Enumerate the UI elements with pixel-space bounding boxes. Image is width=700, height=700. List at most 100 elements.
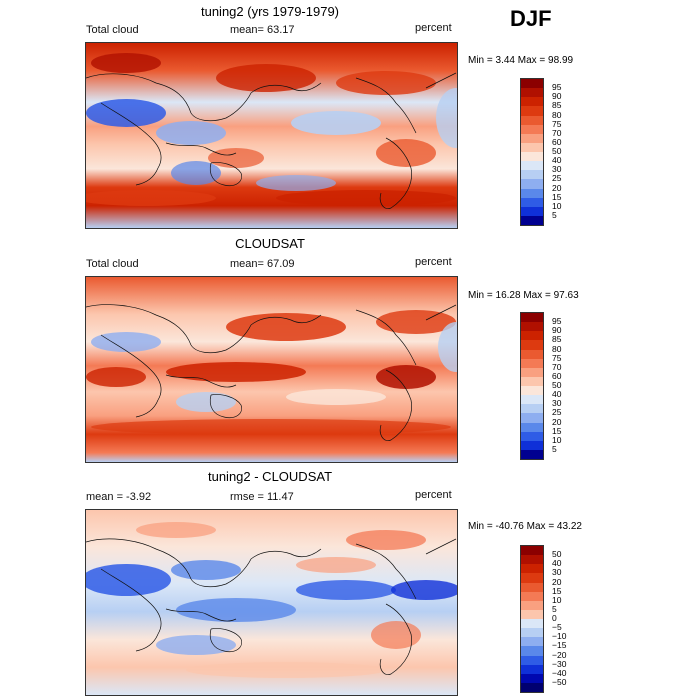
colorbar-tick-label: 25 [552,407,562,418]
panel3-units: percent [415,489,452,501]
panel2-left-label: Total cloud [86,258,139,270]
colorbar-swatch [521,188,543,198]
panel2-map-svg [86,277,457,462]
colorbar-tick-label: 40 [552,558,562,569]
colorbar-swatch [521,206,543,216]
colorbar-tick-label: 50 [552,549,562,560]
colorbar-swatch [521,133,543,143]
panel1-minmax: Min = 3.44 Max = 98.99 [468,55,574,66]
colorbar-swatch [521,340,543,350]
colorbar-swatch [521,161,543,171]
season-label: DJF [510,6,552,31]
colorbar-swatch [521,655,543,665]
colorbar-tick-label: 80 [552,343,562,354]
colorbar-swatch [521,124,543,134]
panel3-mean: mean = -3.92 [86,491,152,503]
colorbar-tick-label: 15 [552,191,562,202]
colorbar-tick-label: 5 [552,443,557,454]
colorbar-tick-label: 50 [552,380,562,390]
colorbar-tick-label: −20 [552,649,567,660]
colorbar-tick-label: 30 [552,398,562,409]
panel2-units: percent [415,256,452,268]
colorbar-swatch [521,591,543,601]
colorbar-tick-label: 95 [552,82,562,93]
colorbar-swatch [521,546,543,556]
colorbar-swatch [521,609,543,619]
colorbar-tick-label: −30 [552,658,567,669]
colorbar-tick-label: 10 [552,200,562,211]
colorbar-tick-label: 85 [552,334,562,345]
colorbar-swatch [521,573,543,583]
panel1-title: tuning2 (yrs 1979-1979) [200,4,340,19]
colorbar-tick-label: −40 [552,667,567,678]
colorbar-tick-label: 0 [552,613,557,623]
colorbar-tick-label: 50 [552,146,562,156]
colorbar-swatch [521,682,543,692]
colorbar-swatch [521,628,543,638]
colorbar-tick-label: −10 [552,631,567,642]
colorbar-tick-label: 90 [552,91,562,102]
colorbar-tick-label: 5 [552,209,557,220]
colorbar-swatch [521,97,543,107]
colorbar-tick-label: 85 [552,100,562,111]
colorbar-tick-label: 5 [552,603,557,614]
colorbar-swatch [521,367,543,377]
colorbar-tick-label: 90 [552,325,562,336]
colorbar-swatch [521,555,543,565]
panel3-title: tuning2 - CLOUDSAT [207,469,333,484]
panel3-minmax: Min = -40.76 Max = 43.22 [468,521,582,532]
colorbar-tick-label: 20 [552,182,562,193]
panel1-mean: mean= 63.17 [230,24,295,36]
colorbar-tick-label: 20 [552,416,562,427]
panel1-map [85,42,458,229]
colorbar-swatch [521,106,543,116]
colorbar-swatch [521,600,543,610]
colorbar-swatch [521,413,543,423]
panel1-map-svg [86,43,457,228]
colorbar-tick-label: 25 [552,173,562,184]
colorbar-tick-label: 40 [552,389,562,400]
panel2-title: CLOUDSAT [235,236,305,251]
colorbar-swatch [521,115,543,125]
colorbar-swatch [521,322,543,332]
colorbar-swatch [521,386,543,396]
colorbar-swatch [521,646,543,656]
colorbar-swatch [521,564,543,574]
colorbar-tick-label: −15 [552,640,567,651]
colorbar-tick-label: 15 [552,585,562,596]
colorbar-swatch [521,637,543,647]
colorbar-swatch [521,215,543,225]
colorbar-swatch [521,376,543,386]
panel2-map [85,276,458,463]
colorbar-tick-label: 75 [552,352,562,363]
colorbar-tick-label: −5 [552,622,562,633]
colorbar-swatch [521,449,543,459]
colorbar-swatch [521,349,543,359]
colorbar-swatch [521,431,543,441]
colorbar-swatch [521,619,543,629]
panel3-map-svg [86,510,457,695]
colorbar-tick-label: 60 [552,370,562,381]
colorbar-tick-label: 40 [552,155,562,166]
colorbar-swatch [521,422,543,432]
colorbar-swatch [521,358,543,368]
colorbar-tick-label: 10 [552,594,562,605]
colorbar-swatch [521,664,543,674]
panel2-colorbar [520,312,544,460]
panel1-left-label: Total cloud [86,24,139,36]
colorbar-swatch [521,313,543,323]
colorbar-swatch [521,673,543,683]
panel1-colorbar [520,78,544,226]
colorbar-swatch [521,582,543,592]
colorbar-tick-label: 70 [552,361,562,372]
colorbar-tick-label: 30 [552,164,562,175]
panel2-minmax: Min = 16.28 Max = 97.63 [468,290,579,301]
panel3-colorbar [520,545,544,693]
colorbar-swatch [521,197,543,207]
panel2-mean: mean= 67.09 [230,258,295,270]
colorbar-tick-label: −50 [552,676,567,687]
colorbar-tick-label: 10 [552,434,562,445]
colorbar-tick-label: 75 [552,118,562,129]
colorbar-swatch [521,404,543,414]
colorbar-swatch [521,179,543,189]
